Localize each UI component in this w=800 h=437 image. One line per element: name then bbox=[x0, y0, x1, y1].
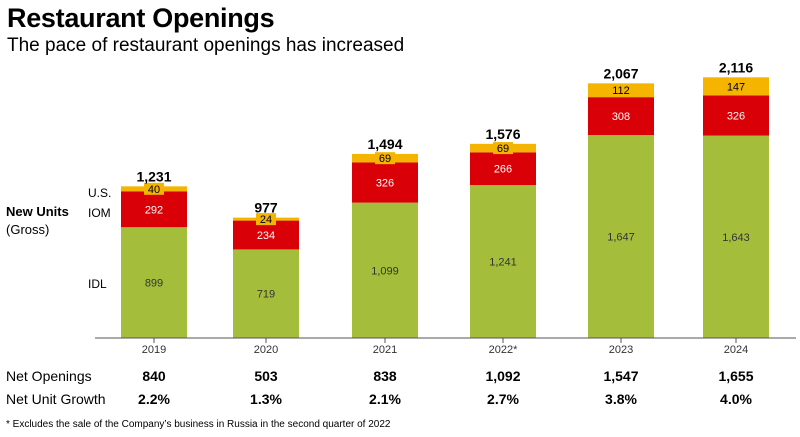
bar-us-5 bbox=[703, 77, 769, 96]
bar-label-us-5: 147 bbox=[727, 81, 745, 93]
bar-label-us-4: 112 bbox=[612, 85, 630, 97]
net-unit-growth-value-1: 1.3% bbox=[250, 391, 282, 407]
net-openings-label: Net Openings bbox=[6, 368, 92, 384]
bar-total-1: 977 bbox=[254, 200, 278, 216]
bar-idl-5 bbox=[703, 135, 769, 338]
bar-label-iom-3: 266 bbox=[494, 164, 512, 176]
net-unit-growth-value-4: 3.8% bbox=[605, 391, 637, 407]
legend-label-us: U.S. bbox=[88, 186, 112, 200]
y-axis-label: New Units (Gross) bbox=[6, 203, 69, 239]
bar-label-us-1: 24 bbox=[260, 214, 272, 226]
legend-label-idl: IDL bbox=[88, 277, 107, 291]
bar-label-idl-3: 1,241 bbox=[489, 257, 517, 269]
bar-label-bg-us-0 bbox=[144, 182, 164, 195]
footnote: * Excludes the sale of the Company’s bus… bbox=[6, 419, 391, 430]
bar-idl-4 bbox=[588, 135, 654, 338]
bar-iom-2 bbox=[352, 162, 418, 203]
bar-label-us-2: 69 bbox=[379, 153, 391, 165]
bar-total-2: 1,494 bbox=[367, 136, 402, 152]
net-unit-growth-value-2: 2.1% bbox=[369, 391, 401, 407]
bar-iom-4 bbox=[588, 97, 654, 136]
bar-total-0: 1,231 bbox=[136, 168, 171, 184]
net-openings-value-2: 838 bbox=[373, 368, 397, 384]
bar-idl-1 bbox=[233, 249, 299, 338]
net-unit-growth-value-0: 2.2% bbox=[138, 391, 170, 407]
bar-label-bg-us-2 bbox=[375, 152, 395, 165]
bar-label-iom-0: 292 bbox=[145, 204, 163, 216]
net-openings-value-3: 1,092 bbox=[485, 368, 521, 384]
x-tick-label-2: 2021 bbox=[373, 344, 397, 356]
net-unit-growth-value-5: 4.0% bbox=[720, 391, 752, 407]
bar-iom-0 bbox=[121, 191, 187, 228]
chart-subtitle: The pace of restaurant openings has incr… bbox=[7, 35, 405, 56]
y-axis-label-sub: (Gross) bbox=[6, 222, 50, 237]
bar-label-idl-5: 1,643 bbox=[722, 232, 750, 244]
x-tick-label-5: 2024 bbox=[724, 344, 748, 356]
bar-total-5: 2,116 bbox=[719, 59, 753, 75]
net-openings-value-1: 503 bbox=[254, 368, 278, 384]
net-openings-value-5: 1,655 bbox=[718, 368, 754, 384]
bar-label-iom-5: 326 bbox=[727, 111, 745, 123]
y-axis-label-main: New Units bbox=[6, 204, 69, 219]
chart-title: Restaurant Openings bbox=[7, 3, 275, 33]
bar-idl-0 bbox=[121, 227, 187, 338]
bar-label-iom-1: 234 bbox=[257, 230, 275, 242]
bar-iom-5 bbox=[703, 95, 769, 136]
bar-label-idl-2: 1,099 bbox=[371, 265, 399, 277]
bar-idl-2 bbox=[352, 202, 418, 338]
bar-label-us-3: 69 bbox=[497, 143, 509, 155]
bar-label-idl-0: 899 bbox=[145, 278, 163, 290]
bar-label-bg-us-3 bbox=[493, 142, 513, 155]
bar-total-3: 1,576 bbox=[485, 126, 520, 142]
bar-label-idl-1: 719 bbox=[257, 289, 275, 301]
bar-label-bg-us-4 bbox=[608, 84, 634, 97]
bar-label-iom-4: 308 bbox=[612, 111, 630, 123]
bar-iom-3 bbox=[470, 152, 536, 186]
bar-idl-3 bbox=[470, 185, 536, 338]
net-unit-growth-value-3: 2.7% bbox=[487, 391, 519, 407]
net-openings-value-0: 840 bbox=[142, 368, 166, 384]
bar-iom-1 bbox=[233, 220, 299, 250]
bar-label-bg-us-1 bbox=[256, 213, 276, 226]
x-tick-label-1: 2020 bbox=[254, 344, 278, 356]
legend-label-iom: IOM bbox=[88, 206, 111, 220]
x-tick-label-3: 2022* bbox=[489, 344, 518, 356]
x-tick-label-0: 2019 bbox=[142, 344, 166, 356]
bar-label-us-0: 40 bbox=[148, 184, 160, 196]
bar-label-iom-2: 326 bbox=[376, 178, 394, 190]
x-tick-label-4: 2023 bbox=[609, 344, 633, 356]
net-openings-value-4: 1,547 bbox=[603, 368, 639, 384]
net-unit-growth-label: Net Unit Growth bbox=[6, 391, 106, 407]
bar-total-4: 2,067 bbox=[603, 65, 638, 81]
bar-label-idl-4: 1,647 bbox=[607, 232, 635, 244]
